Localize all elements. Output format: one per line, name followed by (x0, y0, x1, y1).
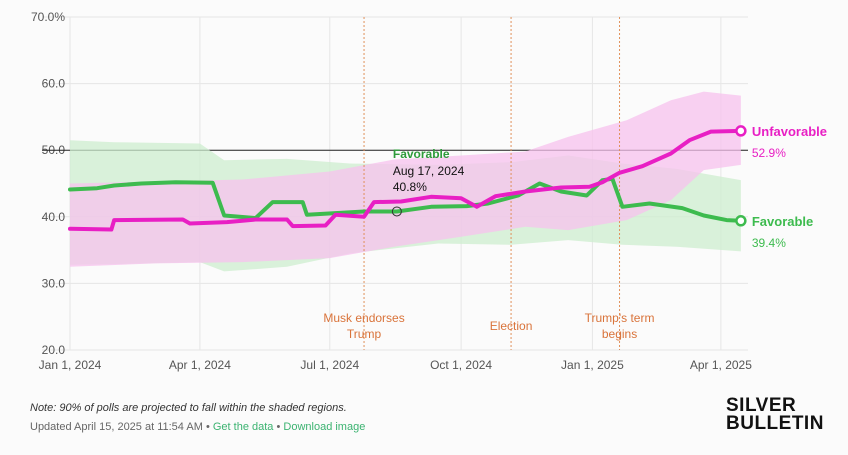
x-tick-label: Jan 1, 2024 (39, 358, 102, 372)
updated-line: Updated April 15, 2025 at 11:54 AM • Get… (30, 421, 365, 433)
unfavorable-end-point (735, 125, 747, 137)
x-tick-label: Jan 1, 2025 (561, 358, 624, 372)
x-tick-label: Jul 1, 2024 (300, 358, 359, 372)
x-tick-label: Apr 1, 2024 (169, 358, 231, 372)
event-label: begins (602, 327, 637, 341)
line-layer (68, 125, 747, 232)
favorable-line (68, 176, 743, 223)
footnote: Note: 90% of polls are projected to fall… (30, 402, 347, 414)
tooltip-series-name: Favorable (393, 147, 450, 161)
brand-line-1: SILVER (726, 395, 797, 416)
x-tick-label: Apr 1, 2025 (690, 358, 752, 372)
favorable-end-point (735, 215, 747, 227)
y-tick-label: 40.0 (42, 210, 66, 224)
separator: • (276, 421, 281, 433)
event-label: Trump (347, 327, 382, 341)
tooltip-hover-point (391, 206, 402, 217)
brand-logo: SILVER BULLETIN (726, 395, 824, 434)
y-tick-label: 30.0 (42, 276, 66, 290)
approval-chart: 20.030.040.050.060.070.0%Jan 1, 2024 Apr … (31, 10, 827, 372)
favorable-end-label: Favorable (752, 214, 813, 229)
unfavorable-end-value: 52.9% (752, 146, 786, 160)
y-tick-label: 70.0% (31, 10, 65, 24)
event-label: Election (490, 319, 533, 333)
event-label: Musk endorses (323, 311, 404, 325)
updated-text: Updated April 15, 2025 at 11:54 AM (30, 421, 203, 433)
unfavorable-line (68, 128, 743, 232)
x-tick-label: Oct 1, 2024 (430, 358, 492, 372)
event-label: Trump's term (585, 311, 655, 325)
unfavorable-end-label: Unfavorable (752, 124, 827, 139)
separator: • (205, 421, 210, 433)
download-image-link[interactable]: Download image (283, 421, 366, 433)
y-tick-label: 60.0 (42, 77, 66, 91)
get-data-link[interactable]: Get the data (212, 421, 274, 433)
annotation-layer: Musk endorses Trump Election Trump's term be… (323, 17, 654, 350)
tooltip-value: 40.8% (393, 180, 427, 194)
label-layer: Favorable 39.4% Unfavorable 52.9% Favorable A… (391, 124, 827, 250)
favorable-end-value: 39.4% (752, 236, 786, 250)
brand-line-2: BULLETIN (726, 413, 824, 434)
y-tick-label: 20.0 (42, 343, 66, 357)
tooltip-date: Aug 17, 2024 (393, 164, 465, 178)
